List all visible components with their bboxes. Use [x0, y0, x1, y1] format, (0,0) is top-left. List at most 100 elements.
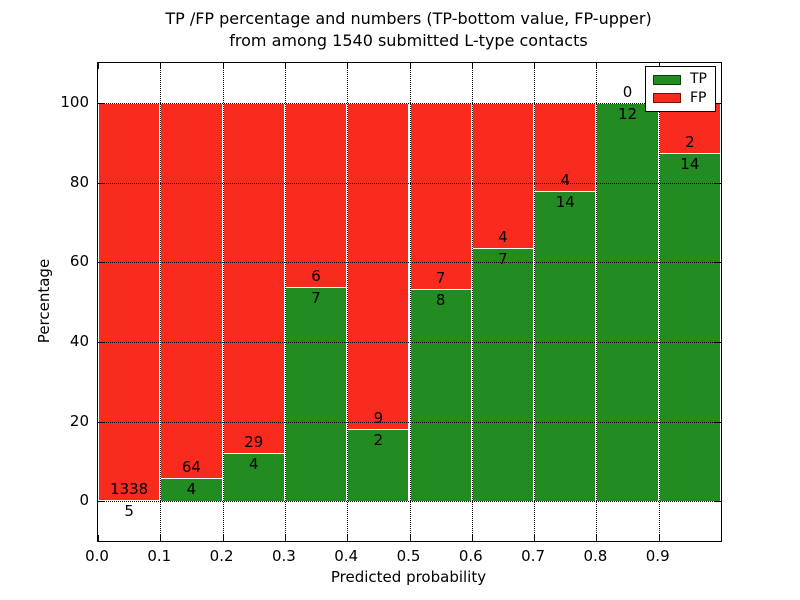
bar-tp-segment	[409, 288, 472, 502]
bar-fp-count-label: 7	[435, 268, 446, 287]
x-gridline	[409, 63, 411, 541]
x-gridline	[534, 63, 536, 541]
x-tick-label: 0.0	[85, 547, 109, 565]
y-tick-label: 0	[79, 491, 89, 510]
y-tick-mark-right	[715, 501, 721, 503]
bar-tp-segment	[284, 286, 348, 502]
x-tick-mark-top	[534, 63, 536, 69]
bar-fp-count-label: 0	[622, 82, 633, 101]
x-gridline	[347, 63, 349, 541]
x-tick-mark	[347, 535, 349, 541]
bar-tp-segment	[98, 499, 161, 502]
x-gridline	[222, 63, 224, 541]
x-tick-label: 0.6	[458, 547, 483, 565]
bar-tp-count-label: 4	[248, 454, 259, 473]
bar-fp-count-label: 64	[181, 457, 201, 476]
x-tick-label: 0.9	[645, 547, 670, 565]
x-tick-mark-top	[471, 63, 473, 69]
x-tick-mark-top	[284, 63, 286, 69]
x-tick-mark	[409, 535, 411, 541]
bar-tp-count-label: 2	[373, 430, 384, 449]
x-tick-label: 0.5	[396, 547, 421, 565]
chart-title: TP /FP percentage and numbers (TP-bottom…	[97, 8, 720, 52]
bar-tp-count-label: 8	[435, 290, 446, 309]
x-tick-label: 0.7	[521, 547, 546, 565]
x-tick-label: 0.8	[583, 547, 608, 565]
bar-tp-count-label: 7	[498, 249, 508, 268]
y-tick-mark	[98, 421, 104, 423]
bar-fp-segment	[222, 102, 285, 453]
y-tick-label: 20	[69, 411, 89, 430]
x-tick-label: 0.4	[334, 547, 359, 565]
tp-legend-swatch	[653, 74, 681, 85]
x-axis-label: Predicted probability	[330, 568, 487, 586]
bar-tp-segment	[222, 452, 285, 502]
y-tick-mark	[98, 341, 104, 343]
legend-item-fp: FP	[653, 89, 708, 106]
x-gridline	[160, 63, 162, 541]
plot-area: 1338 5 64 4 29 4 6 7 9 2 7 8 4 7 4 14 0 12 2 14	[97, 62, 722, 542]
x-tick-mark	[471, 535, 473, 541]
x-tick-mark-top	[409, 63, 411, 69]
x-gridline	[471, 63, 473, 541]
bar-fp-segment	[284, 102, 348, 287]
bar-fp-segment	[534, 102, 597, 192]
x-gridline	[658, 63, 660, 541]
bar-tp-count-label: 7	[311, 288, 321, 307]
y-axis-label: Percentage	[35, 258, 53, 344]
bar-fp-count-label: 4	[560, 171, 571, 190]
x-gridline	[284, 63, 286, 541]
legend-item-tp: TP	[653, 72, 708, 87]
y-tick-mark	[98, 182, 104, 184]
bar-tp-segment	[534, 191, 597, 502]
y-tick-label: 40	[69, 331, 89, 350]
x-tick-mark	[98, 535, 99, 541]
y-tick-mark-right	[715, 421, 721, 423]
x-tick-mark-top	[98, 63, 99, 69]
x-tick-mark	[658, 535, 660, 541]
bar-fp-segment	[471, 102, 535, 248]
bar-tp-count-label: 5	[124, 501, 134, 520]
x-tick-mark	[222, 535, 224, 541]
y-tick-label: 60	[69, 252, 89, 271]
x-tick-mark-top	[222, 63, 224, 69]
bar-fp-segment	[347, 102, 410, 429]
bar-fp-count-label: 4	[498, 227, 508, 246]
y-tick-mark	[98, 102, 104, 104]
bar-fp-count-label: 9	[373, 408, 384, 427]
fp-legend-label: FP	[690, 89, 707, 106]
bar-fp-segment	[409, 102, 472, 289]
bar-fp-count-label: 1338	[110, 479, 149, 498]
y-tick-mark	[98, 501, 104, 503]
tp-legend-label: TP	[690, 71, 707, 88]
bar-fp-count-label: 2	[685, 132, 695, 151]
x-tick-label: 0.3	[271, 547, 296, 565]
y-tick-mark-right	[715, 182, 721, 184]
x-tick-mark	[284, 535, 286, 541]
bar-fp-count-label: 6	[311, 266, 321, 285]
x-tick-mark	[534, 535, 536, 541]
legend: TP FP	[645, 66, 716, 112]
y-tick-mark-right	[715, 262, 721, 264]
bar-fp-segment	[98, 102, 161, 500]
y-tick-mark-right	[715, 341, 721, 343]
chart-title-line-1: TP /FP percentage and numbers (TP-bottom…	[165, 9, 652, 28]
bar-tp-segment	[658, 152, 721, 502]
y-tick-mark-right	[715, 102, 721, 104]
x-tick-mark-top	[160, 63, 162, 69]
x-tick-mark	[160, 535, 162, 541]
y-tick-label: 80	[69, 172, 89, 191]
y-tick-label: 100	[60, 92, 89, 111]
x-tick-label: 0.1	[147, 547, 172, 565]
x-tick-label: 0.2	[209, 547, 234, 565]
bar-tp-segment	[596, 102, 659, 502]
bar-tp-segment	[471, 247, 535, 502]
bar-tp-count-label: 14	[680, 154, 700, 173]
x-tick-mark	[596, 535, 598, 541]
bar-tp-count-label: 4	[186, 479, 197, 498]
bar-tp-count-label: 12	[618, 104, 638, 123]
bar-tp-count-label: 14	[555, 193, 575, 212]
x-tick-mark-top	[347, 63, 349, 69]
chart-title-line-2: from among 1540 submitted L-type contact…	[229, 31, 588, 50]
